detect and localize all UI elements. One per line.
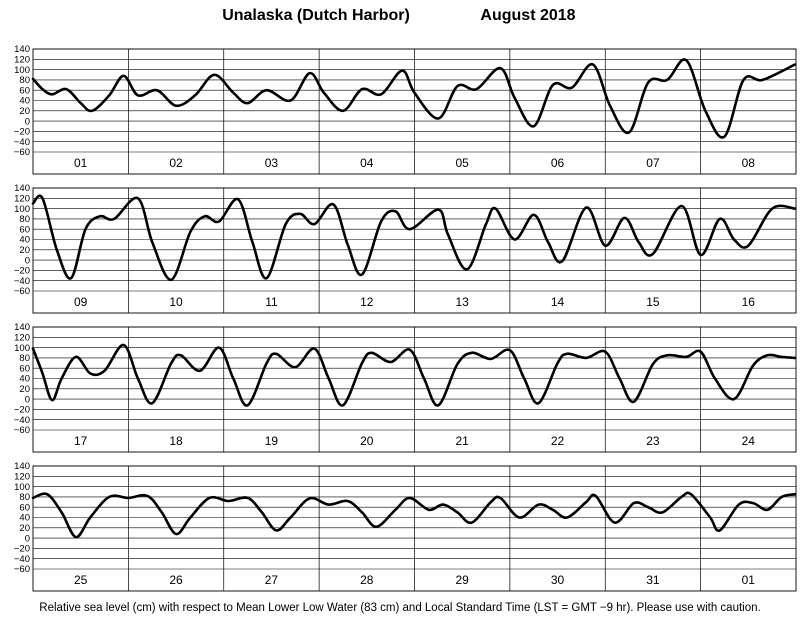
y-tick-label: 0 bbox=[25, 255, 30, 266]
day-label: 16 bbox=[742, 295, 756, 309]
y-tick-label: 100 bbox=[14, 482, 30, 493]
y-tick-label: −60 bbox=[14, 425, 30, 436]
y-tick-label: −60 bbox=[14, 147, 30, 158]
panel-frame bbox=[32, 465, 797, 592]
day-label: 01 bbox=[742, 573, 756, 587]
tide-curve bbox=[31, 343, 797, 407]
y-tick-label: 0 bbox=[25, 533, 30, 544]
day-label: 26 bbox=[169, 573, 183, 587]
y-tick-label: 80 bbox=[19, 75, 30, 86]
y-tick-label: 80 bbox=[19, 353, 30, 364]
y-tick-label: 40 bbox=[19, 96, 30, 107]
chart-title-location: Unalaska (Dutch Harbor) bbox=[222, 7, 410, 24]
tide-curve bbox=[31, 194, 797, 281]
day-label: 04 bbox=[360, 156, 374, 170]
y-tick-label: −40 bbox=[14, 137, 30, 148]
day-label: 19 bbox=[265, 434, 279, 448]
y-tick-label: 140 bbox=[14, 44, 30, 55]
y-tick-label: 120 bbox=[14, 472, 30, 483]
y-tick-label: 140 bbox=[14, 322, 30, 333]
day-label: 14 bbox=[551, 295, 565, 309]
y-tick-label: 0 bbox=[25, 116, 30, 127]
day-label: 03 bbox=[265, 156, 279, 170]
day-label: 07 bbox=[646, 156, 660, 170]
y-tick-label: 0 bbox=[25, 394, 30, 405]
day-label: 31 bbox=[646, 573, 660, 587]
y-tick-label: 100 bbox=[14, 343, 30, 354]
y-tick-label: 20 bbox=[19, 245, 30, 256]
day-label: 25 bbox=[74, 573, 88, 587]
day-label: 30 bbox=[551, 573, 565, 587]
y-tick-label: −20 bbox=[14, 127, 30, 138]
y-tick-label: 140 bbox=[14, 183, 30, 194]
y-tick-label: −20 bbox=[14, 405, 30, 416]
y-tick-label: 60 bbox=[19, 502, 30, 513]
y-tick-label: 60 bbox=[19, 85, 30, 96]
y-tick-label: −60 bbox=[14, 564, 30, 575]
day-label: 10 bbox=[169, 295, 183, 309]
day-label: 09 bbox=[74, 295, 88, 309]
day-label: 11 bbox=[265, 295, 278, 309]
day-label: 21 bbox=[456, 434, 470, 448]
day-label: 17 bbox=[74, 434, 88, 448]
y-tick-label: 100 bbox=[14, 65, 30, 76]
y-tick-label: −40 bbox=[14, 276, 30, 287]
y-tick-label: 100 bbox=[14, 204, 30, 215]
day-label: 20 bbox=[360, 434, 374, 448]
day-label: 05 bbox=[456, 156, 470, 170]
y-tick-label: 120 bbox=[14, 55, 30, 66]
y-tick-label: 80 bbox=[19, 214, 30, 225]
day-label: 08 bbox=[742, 156, 756, 170]
day-label: 28 bbox=[360, 573, 374, 587]
tide-curve bbox=[31, 58, 797, 139]
day-label: 01 bbox=[74, 156, 88, 170]
y-tick-label: −60 bbox=[14, 286, 30, 297]
y-tick-label: 20 bbox=[19, 523, 30, 534]
day-label: 24 bbox=[742, 434, 756, 448]
tide-curve bbox=[31, 491, 797, 539]
y-tick-label: −40 bbox=[14, 554, 30, 565]
day-label: 27 bbox=[265, 573, 279, 587]
y-tick-label: 40 bbox=[19, 235, 30, 246]
y-tick-label: 80 bbox=[19, 492, 30, 503]
day-label: 13 bbox=[456, 295, 470, 309]
y-tick-label: −20 bbox=[14, 544, 30, 555]
day-label: 12 bbox=[360, 295, 374, 309]
day-label: 02 bbox=[169, 156, 183, 170]
y-tick-label: 60 bbox=[19, 224, 30, 235]
day-label: 15 bbox=[646, 295, 660, 309]
y-tick-label: −40 bbox=[14, 415, 30, 426]
y-tick-label: 120 bbox=[14, 333, 30, 344]
panel-frame bbox=[32, 187, 797, 314]
chart-title-period: August 2018 bbox=[480, 7, 575, 24]
chart-footnote: Relative sea level (cm) with respect to … bbox=[39, 602, 760, 614]
day-label: 29 bbox=[456, 573, 470, 587]
y-tick-label: 40 bbox=[19, 374, 30, 385]
day-label: 18 bbox=[169, 434, 183, 448]
y-tick-label: 40 bbox=[19, 513, 30, 524]
y-tick-label: 20 bbox=[19, 106, 30, 117]
panel-frame bbox=[32, 48, 797, 175]
y-tick-label: 60 bbox=[19, 363, 30, 374]
y-tick-label: −20 bbox=[14, 266, 30, 277]
y-tick-label: 140 bbox=[14, 461, 30, 472]
y-tick-label: 120 bbox=[14, 194, 30, 205]
y-tick-label: 20 bbox=[19, 384, 30, 395]
day-label: 22 bbox=[551, 434, 565, 448]
day-label: 06 bbox=[551, 156, 565, 170]
day-label: 23 bbox=[646, 434, 660, 448]
panel-frame bbox=[32, 326, 797, 453]
